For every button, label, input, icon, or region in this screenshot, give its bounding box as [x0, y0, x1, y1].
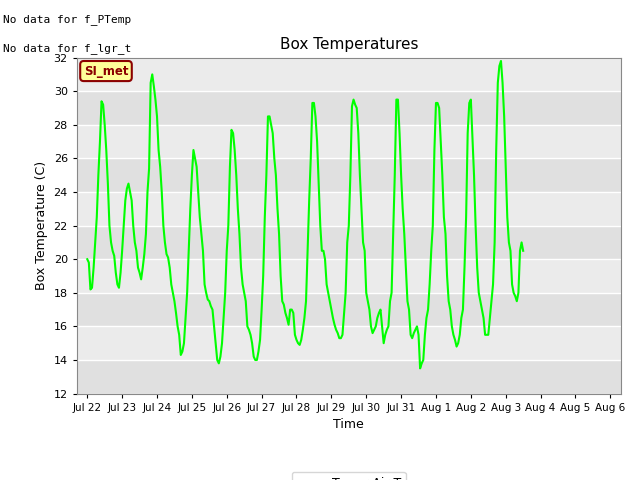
Bar — [77, 125, 621, 158]
Bar — [77, 91, 621, 125]
Title: Box Temperatures: Box Temperatures — [280, 37, 418, 52]
Y-axis label: Box Temperature (C): Box Temperature (C) — [35, 161, 48, 290]
Bar — [77, 326, 621, 360]
Text: SI_met: SI_met — [84, 64, 128, 78]
Bar — [77, 360, 621, 394]
Bar — [77, 259, 621, 293]
Bar — [77, 158, 621, 192]
Bar — [77, 58, 621, 91]
Text: No data for f_lgr_t: No data for f_lgr_t — [3, 43, 131, 54]
Legend: Tower Air T: Tower Air T — [292, 472, 406, 480]
Bar — [77, 293, 621, 326]
Bar — [77, 192, 621, 226]
Text: No data for f_PTemp: No data for f_PTemp — [3, 14, 131, 25]
X-axis label: Time: Time — [333, 418, 364, 431]
Bar — [77, 226, 621, 259]
